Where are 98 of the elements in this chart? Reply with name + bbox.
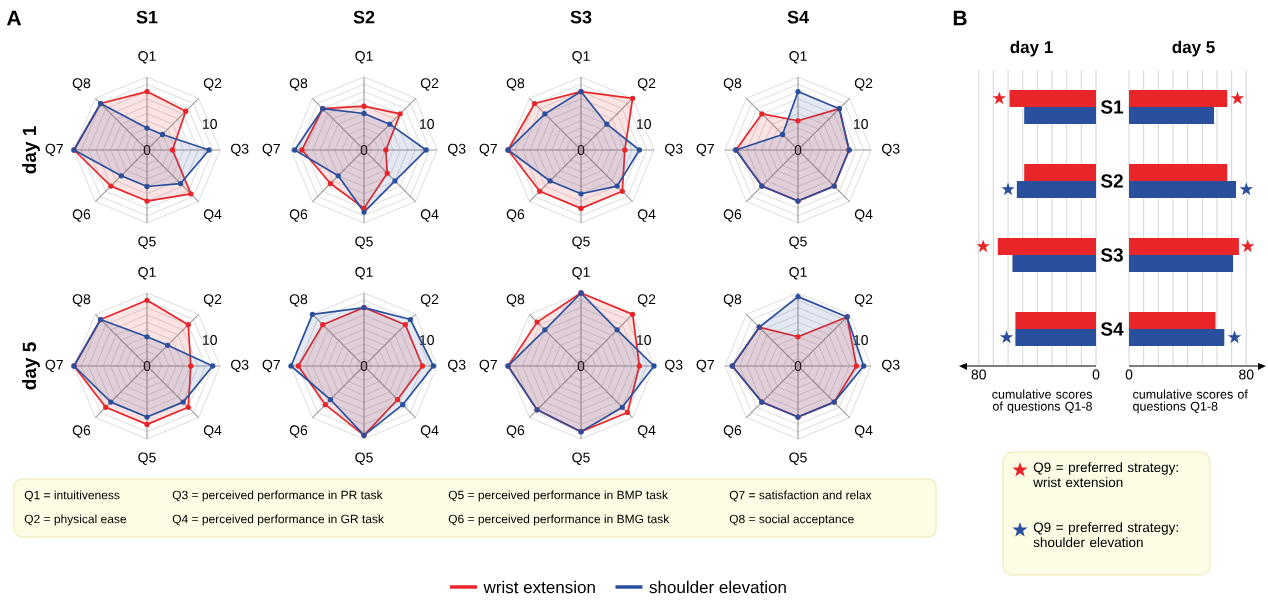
spoke-label: Q3 [448,143,466,157]
text: Q5 = perceived performance in BMP task [448,490,668,502]
spoke-label: Q6 [506,209,525,222]
y-tick-label: 10 [637,335,651,345]
y-tick-label: S2 [1100,174,1123,188]
spoke-label: Q1 [789,267,807,280]
y-tick-label: S1 [1100,100,1124,114]
spoke-label: Q5 [138,236,156,249]
spoke-label: Q8 [723,294,742,307]
spoke-label: Q2 [854,78,873,91]
spoke-label: Q2 [420,294,439,307]
spoke-label: Q5 [355,452,373,465]
spoke-label: Q1 [789,51,807,64]
spoke-label: Q8 [506,78,525,91]
spoke-label: Q6 [723,425,742,438]
legend-label: Q9 = preferred strategy: wrist extension [1033,462,1178,488]
spoke-label: Q2 [420,78,439,91]
spoke-label: Q6 [72,425,91,438]
y-tick-label: 10 [637,119,651,129]
y-tick-label: 10 [420,119,434,129]
spoke-label: Q5 [789,236,807,249]
spoke-label: Q2 [203,294,222,307]
spoke-label: Q3 [448,359,466,373]
spoke-label: Q8 [72,294,91,307]
chart-title: day 1 [1010,40,1053,57]
spoke-label: Q6 [289,209,308,222]
y-tick-label: S4 [1100,322,1124,336]
spoke-label: Q5 [572,452,590,465]
spoke-label: Q3 [665,359,683,373]
spoke-label: Q4 [203,209,222,222]
text: A [6,10,22,26]
text: Q2 = physical ease [24,514,127,526]
spoke-label: Q4 [637,209,656,222]
spoke-label: Q8 [506,294,525,307]
chart-title: day 5 [1172,40,1215,57]
text: Q1 = intuitiveness [24,490,120,502]
x-tick-label: 0 [1125,369,1133,380]
spoke-label: Q6 [723,209,742,222]
spoke-label: Q4 [420,425,439,438]
text: Q8 = social acceptance [729,514,854,526]
spoke-label: Q3 [882,143,900,157]
spoke-label: Q4 [854,425,873,438]
spoke-label: Q2 [637,78,656,91]
spoke-label: Q1 [138,267,156,280]
spoke-label: Q6 [289,425,308,438]
spoke-label: Q7 [479,143,497,157]
text: B [953,10,967,26]
spoke-label: Q6 [72,209,91,222]
spoke-label: Q1 [138,51,156,64]
spoke-label: Q5 [572,236,590,249]
spoke-label: Q4 [420,209,439,222]
spoke-label: Q7 [262,143,280,157]
legend-label: Q9 = preferred strategy: shoulder elevation [1033,522,1178,548]
spoke-label: Q7 [262,359,280,373]
y-tick-label: S3 [1100,248,1123,262]
text: day 5 [22,342,40,390]
spoke-label: Q1 [355,51,373,64]
x-tick-label: 80 [1239,369,1254,380]
spoke-label: Q4 [854,209,873,222]
text: Q7 = satisfaction and relax [729,490,872,502]
spoke-label: Q7 [696,143,714,157]
spoke-label: Q8 [289,294,308,307]
spoke-label: Q3 [231,359,249,373]
spoke-label: Q8 [723,78,742,91]
spoke-label: Q7 [45,359,63,373]
y-tick-label: 10 [203,335,217,345]
spoke-label: Q2 [203,78,222,91]
spoke-label: Q4 [203,425,222,438]
spoke-label: Q8 [289,78,308,91]
y-tick-label: 10 [854,119,868,129]
spoke-label: Q7 [479,359,497,373]
spoke-label: Q3 [665,143,683,157]
text: Q6 = perceived performance in BMG task [448,514,670,526]
x-tick-label: 80 [971,369,986,380]
spoke-label: Q2 [637,294,656,307]
spoke-label: Q3 [882,359,900,373]
text: day 1 [22,126,40,174]
spoke-label: Q5 [355,236,373,249]
x-axis-title: cumulative scores of questions Q1-8 [992,389,1093,414]
text: Q4 = perceived performance in GR task [172,514,384,526]
legend-label: wrist extension [483,580,595,594]
spoke-label: Q4 [637,425,656,438]
spoke-label: Q3 [231,143,249,157]
spoke-label: Q5 [789,452,807,465]
spoke-label: Q7 [45,143,63,157]
spoke-label: Q8 [72,78,91,91]
spoke-label: Q1 [355,267,373,280]
spoke-label: Q7 [696,359,714,373]
y-tick-label: 10 [203,119,217,129]
x-tick-label: 0 [1092,369,1100,380]
spoke-label: Q2 [854,294,873,307]
text: Q3 = perceived performance in PR task [172,490,383,502]
spoke-label: Q5 [138,452,156,465]
spoke-label: Q6 [506,425,525,438]
legend-label: shoulder elevation [649,580,786,594]
x-axis-title: cumulative scores of questions Q1-8 [1133,389,1248,414]
spoke-label: Q1 [572,267,590,280]
spoke-label: Q1 [572,51,590,64]
